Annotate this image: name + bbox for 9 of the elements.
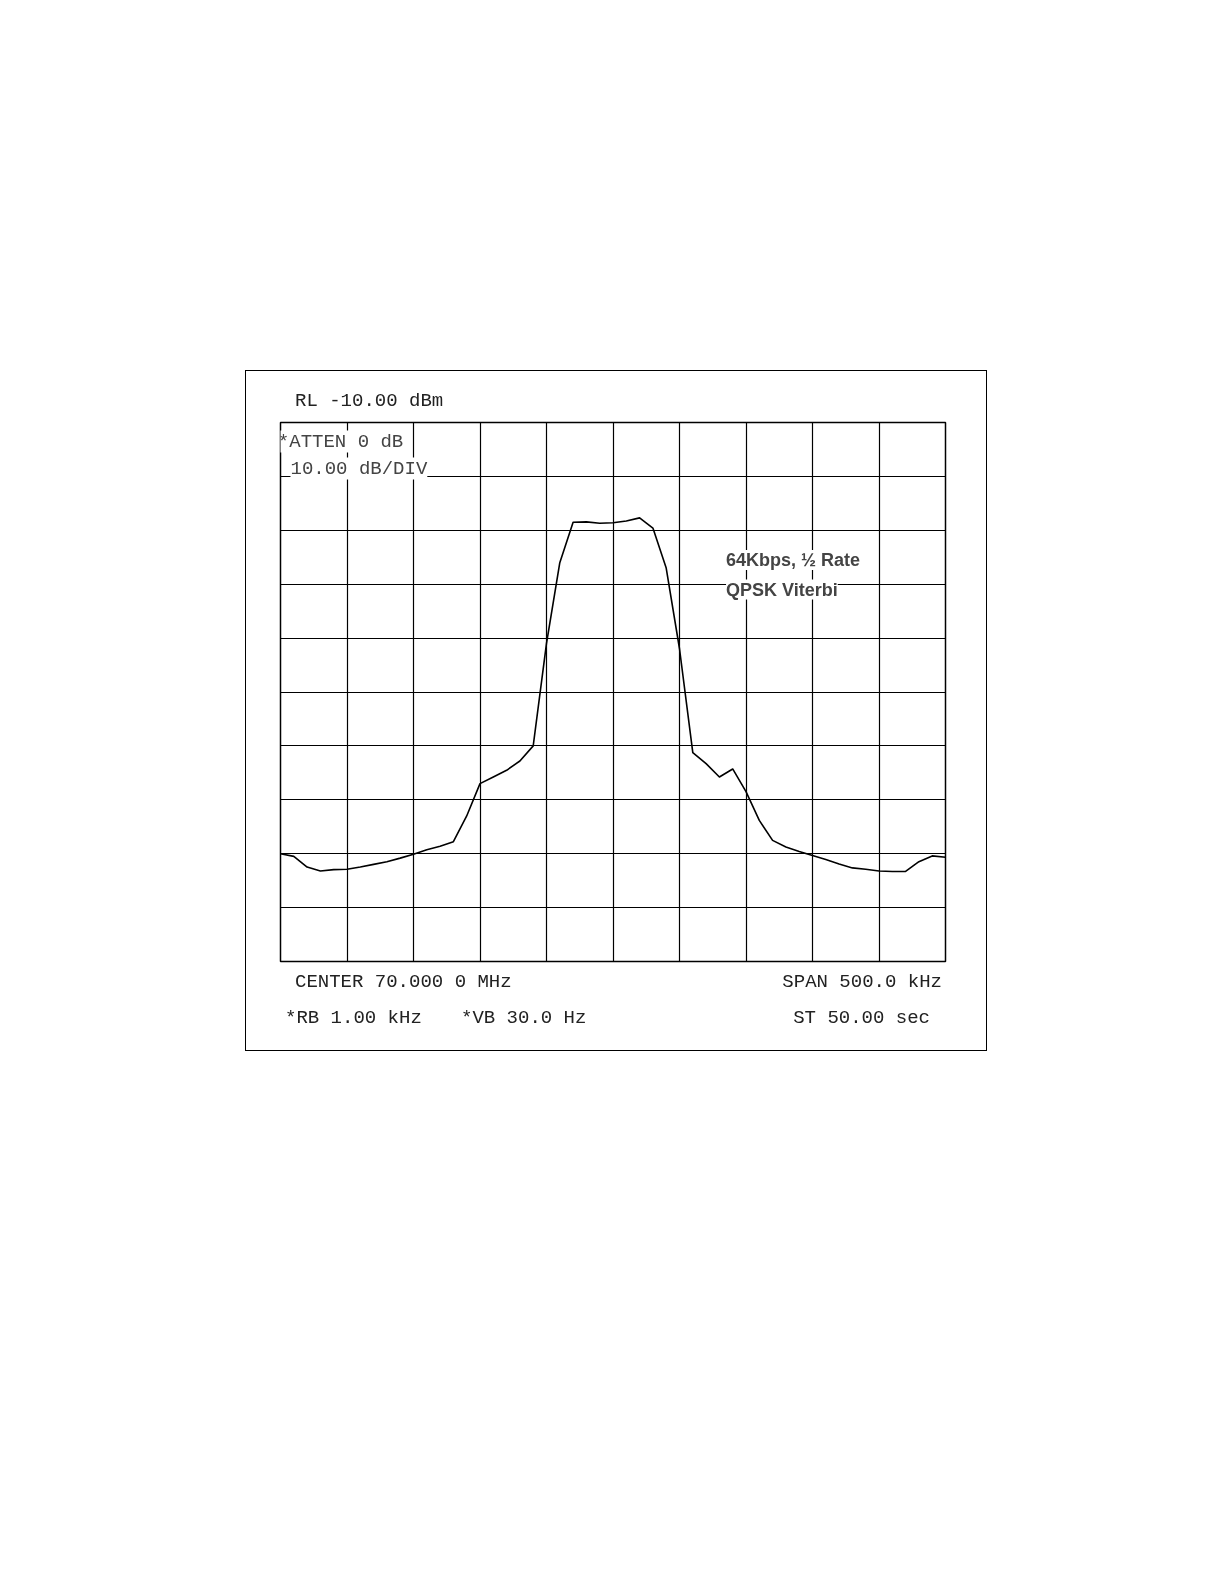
text: ST 50.00 sec xyxy=(793,1006,930,1031)
annotation: QPSK Viterbi xyxy=(726,579,838,600)
text: *VB 30.0 Hz xyxy=(461,1006,587,1031)
text: CENTER 70.000 0 MHz xyxy=(295,970,512,995)
text: SPAN 500.0 kHz xyxy=(782,970,942,995)
annotation: 64Kbps, ½ Rate xyxy=(726,549,861,570)
text: 10.00 dB/DIV xyxy=(290,457,428,480)
text: RL -10.00 dBm xyxy=(295,389,444,414)
text: *RB 1.00 kHz xyxy=(285,1006,422,1031)
